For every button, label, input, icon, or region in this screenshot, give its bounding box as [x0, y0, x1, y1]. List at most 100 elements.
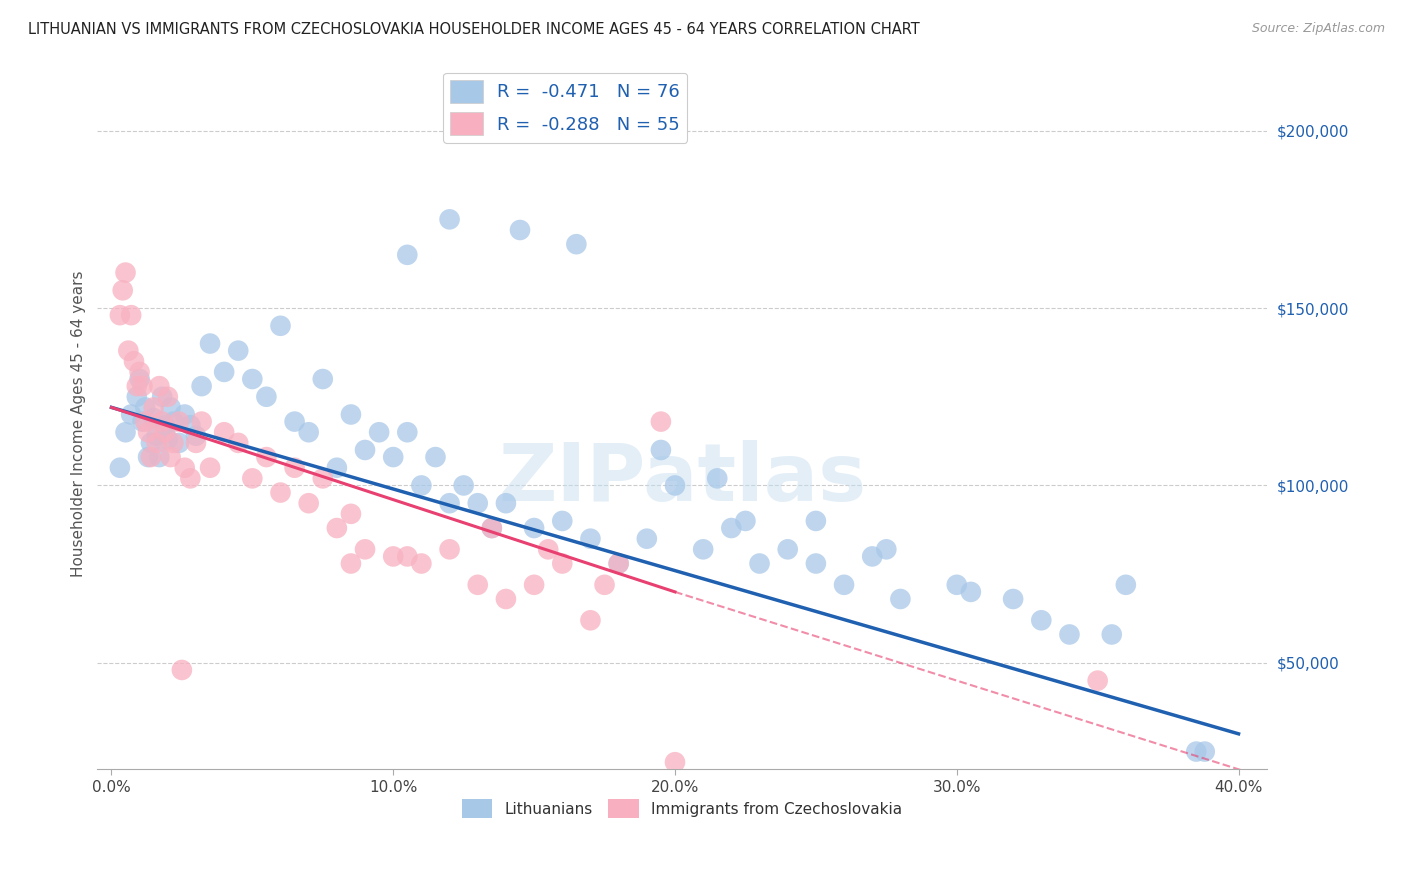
Point	[706, 471, 728, 485]
Point	[579, 613, 602, 627]
Point	[190, 415, 212, 429]
Point	[396, 425, 419, 440]
Point	[212, 425, 235, 440]
Point	[636, 532, 658, 546]
Point	[326, 521, 349, 535]
Point	[1002, 592, 1025, 607]
Point	[523, 578, 546, 592]
Point	[411, 557, 433, 571]
Point	[368, 425, 391, 440]
Point	[411, 478, 433, 492]
Point	[240, 471, 263, 485]
Point	[509, 223, 531, 237]
Point	[159, 401, 181, 415]
Point	[145, 436, 167, 450]
Point	[776, 542, 799, 557]
Point	[551, 514, 574, 528]
Point	[173, 460, 195, 475]
Point	[153, 418, 176, 433]
Point	[340, 507, 363, 521]
Point	[1101, 627, 1123, 641]
Point	[298, 496, 321, 510]
Point	[131, 379, 153, 393]
Point	[198, 336, 221, 351]
Point	[1031, 613, 1053, 627]
Point	[108, 460, 131, 475]
Point	[270, 318, 292, 333]
Point	[396, 549, 419, 564]
Point	[650, 415, 672, 429]
Point	[240, 372, 263, 386]
Point	[664, 755, 686, 769]
Point	[162, 436, 184, 450]
Point	[142, 411, 165, 425]
Point	[108, 308, 131, 322]
Text: ZIPatlas: ZIPatlas	[498, 440, 866, 517]
Point	[284, 460, 307, 475]
Point	[453, 478, 475, 492]
Point	[145, 429, 167, 443]
Point	[111, 283, 134, 297]
Point	[1115, 578, 1137, 592]
Point	[128, 365, 150, 379]
Point	[467, 578, 489, 592]
Point	[875, 542, 897, 557]
Point	[692, 542, 714, 557]
Point	[664, 478, 686, 492]
Text: LITHUANIAN VS IMMIGRANTS FROM CZECHOSLOVAKIA HOUSEHOLDER INCOME AGES 45 - 64 YEA: LITHUANIAN VS IMMIGRANTS FROM CZECHOSLOV…	[28, 22, 920, 37]
Point	[125, 390, 148, 404]
Point	[1185, 745, 1208, 759]
Point	[128, 372, 150, 386]
Point	[382, 450, 405, 464]
Y-axis label: Householder Income Ages 45 - 64 years: Householder Income Ages 45 - 64 years	[72, 270, 86, 576]
Point	[184, 436, 207, 450]
Point	[156, 390, 179, 404]
Point	[136, 425, 159, 440]
Point	[1059, 627, 1081, 641]
Point	[720, 521, 742, 535]
Point	[1087, 673, 1109, 688]
Point	[173, 408, 195, 422]
Point	[198, 460, 221, 475]
Point	[136, 450, 159, 464]
Point	[354, 542, 377, 557]
Point	[495, 496, 517, 510]
Point	[179, 471, 201, 485]
Point	[150, 415, 173, 429]
Point	[134, 401, 156, 415]
Point	[226, 436, 249, 450]
Point	[298, 425, 321, 440]
Point	[167, 415, 190, 429]
Point	[153, 425, 176, 440]
Point	[148, 379, 170, 393]
Point	[167, 436, 190, 450]
Point	[156, 433, 179, 447]
Point	[607, 557, 630, 571]
Point	[734, 514, 756, 528]
Point	[481, 521, 503, 535]
Point	[354, 442, 377, 457]
Point	[120, 408, 142, 422]
Point	[270, 485, 292, 500]
Text: Source: ZipAtlas.com: Source: ZipAtlas.com	[1251, 22, 1385, 36]
Point	[120, 308, 142, 322]
Point	[159, 450, 181, 464]
Point	[125, 379, 148, 393]
Point	[122, 354, 145, 368]
Point	[748, 557, 770, 571]
Point	[340, 408, 363, 422]
Point	[114, 266, 136, 280]
Point	[150, 390, 173, 404]
Point	[254, 450, 277, 464]
Point	[226, 343, 249, 358]
Point	[537, 542, 560, 557]
Point	[607, 557, 630, 571]
Point	[212, 365, 235, 379]
Point	[131, 415, 153, 429]
Point	[439, 212, 461, 227]
Point	[945, 578, 967, 592]
Point	[179, 418, 201, 433]
Point	[134, 415, 156, 429]
Point	[804, 514, 827, 528]
Point	[190, 379, 212, 393]
